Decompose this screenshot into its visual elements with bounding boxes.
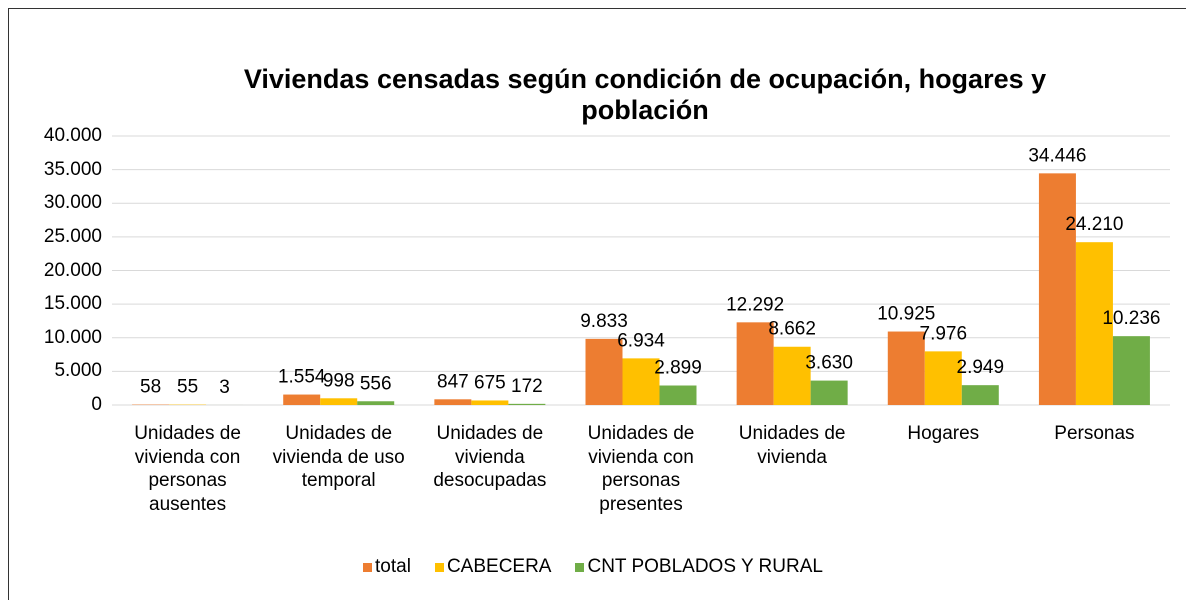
chart-frame [8, 8, 1186, 600]
legend-swatch [363, 563, 373, 572]
data-label: 7.976 [920, 323, 968, 344]
data-label: 3.630 [805, 353, 853, 374]
data-label: 172 [511, 376, 543, 397]
data-label: 556 [360, 373, 392, 394]
bar [320, 398, 358, 405]
bar [736, 322, 774, 405]
data-label: 998 [323, 370, 355, 391]
bar [773, 346, 811, 405]
legend-swatch [575, 563, 585, 572]
y-tick-label: 25.000 [43, 225, 102, 247]
y-tick-label: 10.000 [43, 326, 102, 348]
y-tick-label: 0 [91, 394, 102, 415]
bar [810, 380, 848, 405]
bar [508, 403, 546, 405]
legend: total CABECERA CNT POBLADOS Y RURAL [0, 556, 1186, 578]
bar [585, 338, 623, 405]
data-label: 6.934 [617, 330, 665, 351]
bar [961, 385, 999, 405]
y-tick-label: 5.000 [54, 360, 102, 382]
x-tick-label: Unidades de vivienda desocupadas [433, 423, 547, 491]
bar [434, 399, 472, 405]
data-label: 58 [140, 377, 161, 398]
data-label: 10.236 [1102, 308, 1160, 329]
x-tick-label: Personas [1054, 423, 1135, 444]
bar [283, 394, 321, 405]
legend-label: CABECERA [446, 556, 552, 577]
data-label: 3 [219, 377, 230, 398]
bar [471, 400, 509, 405]
y-tick-label: 20.000 [43, 259, 102, 281]
y-tick-label: 35.000 [43, 158, 102, 180]
data-label: 34.446 [1028, 145, 1086, 166]
bar [622, 358, 660, 405]
bar [357, 401, 395, 405]
legend-item: CABECERA [434, 556, 552, 578]
data-label: 847 [437, 371, 469, 392]
bar [1112, 336, 1150, 405]
bar [924, 351, 962, 405]
bar [659, 385, 697, 405]
legend-label: CNT POBLADOS Y RURAL [587, 556, 823, 577]
y-tick-label: 30.000 [43, 192, 102, 214]
data-label: 24.210 [1065, 214, 1123, 235]
data-label: 2.949 [957, 357, 1005, 378]
bar [1038, 173, 1076, 405]
data-label: 9.833 [580, 311, 628, 332]
x-tick-label: Unidades de vivienda con personas presen… [587, 423, 695, 515]
bar [887, 331, 925, 405]
x-tick-label: Unidades de vivienda [738, 423, 846, 468]
data-label: 1.554 [278, 367, 326, 388]
x-tick-label: Unidades de vivienda con personas ausent… [134, 423, 241, 515]
y-tick-label: 40.000 [43, 125, 102, 146]
data-label: 2.899 [654, 358, 702, 379]
legend-item: total [363, 556, 411, 578]
x-tick-label: Hogares [907, 423, 980, 444]
legend-item: CNT POBLADOS Y RURAL [575, 556, 823, 578]
data-label: 12.292 [726, 294, 784, 315]
data-label: 8.662 [768, 319, 816, 340]
legend-swatch [434, 563, 444, 572]
data-label: 55 [177, 377, 198, 398]
data-label: 10.925 [877, 304, 935, 325]
x-tick-label: Unidades de vivienda de uso temporal [272, 423, 405, 491]
legend-label: total [375, 556, 411, 577]
data-label: 675 [474, 372, 506, 393]
bar [1075, 242, 1113, 405]
chart-title: Viviendas censadas según condición de oc… [243, 64, 1047, 125]
y-tick-label: 15.000 [43, 293, 102, 315]
